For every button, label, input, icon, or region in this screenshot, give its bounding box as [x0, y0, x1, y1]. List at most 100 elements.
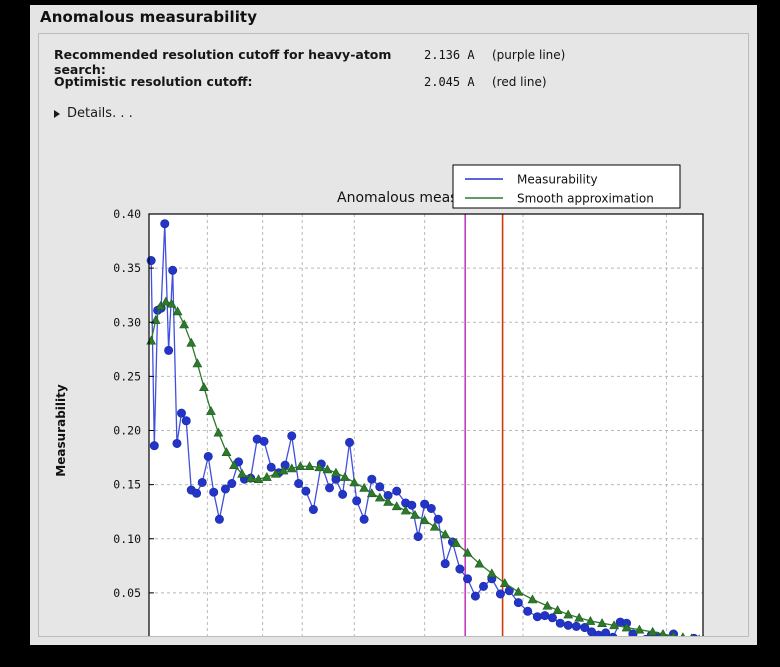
data-point [429, 521, 440, 531]
data-point [301, 486, 311, 496]
y-tick-label: 0.25 [113, 369, 141, 383]
data-point [150, 315, 161, 324]
data-point [571, 621, 581, 631]
data-point [659, 628, 667, 636]
data-point [322, 464, 333, 474]
data-point [670, 631, 677, 636]
data-point [574, 612, 585, 622]
data-point [540, 611, 550, 621]
data-point [176, 408, 186, 418]
plot-background [149, 214, 703, 636]
data-point [270, 468, 281, 478]
data-point [304, 461, 315, 471]
y-tick-label: 0.15 [113, 478, 141, 492]
data-point [359, 514, 369, 524]
details-label: Details. . . [67, 106, 133, 121]
data-point [552, 605, 563, 615]
data-point [155, 300, 166, 310]
y-tick-label: 0.20 [113, 424, 141, 438]
data-point [179, 319, 190, 329]
data-point [338, 489, 348, 499]
data-point [499, 578, 510, 587]
recommended-cutoff-label: Recommended resolution cutoff for heavy-… [54, 47, 392, 77]
details-disclosure[interactable]: Details. . . [54, 106, 146, 121]
data-point [237, 468, 247, 478]
data-point [400, 505, 411, 515]
data-point [407, 500, 417, 510]
data-point [166, 298, 177, 308]
data-point [286, 463, 297, 473]
data-point [608, 632, 618, 636]
data-point [383, 496, 393, 506]
y-tick-label: 0.05 [113, 586, 141, 600]
data-point [451, 538, 462, 547]
data-point [259, 436, 269, 446]
data-point [367, 474, 377, 484]
data-point [470, 591, 480, 601]
summary-info: Recommended resolution cutoff for heavy-… [39, 34, 748, 101]
data-point [220, 484, 230, 494]
data-point [308, 505, 318, 515]
data-point [164, 345, 174, 355]
data-point [440, 559, 450, 569]
triangle-right-icon [54, 109, 60, 118]
data-point [168, 265, 178, 275]
data-point [199, 382, 209, 392]
data-point [181, 416, 191, 426]
data-point [349, 477, 360, 487]
data-point [555, 618, 565, 628]
data-point [359, 482, 370, 492]
data-point [513, 598, 523, 608]
data-point [563, 620, 573, 630]
data-point [478, 581, 488, 591]
data-point [261, 472, 272, 481]
data-point [462, 547, 473, 557]
info-row: Recommended resolution cutoff for heavy-… [54, 47, 748, 77]
data-point [214, 514, 224, 524]
legend-label: Measurability [517, 173, 598, 187]
data-point [597, 618, 607, 628]
recommended-cutoff-value: 2.136 A [424, 48, 475, 62]
data-point [325, 483, 335, 493]
data-point [647, 626, 658, 636]
y-tick-label: 0.35 [113, 261, 141, 275]
data-point [690, 633, 694, 636]
data-point [419, 515, 430, 525]
data-point [628, 629, 638, 636]
optimistic-cutoff-label: Optimistic resolution cutoff: [54, 74, 253, 89]
y-tick-label: 0.30 [113, 315, 141, 329]
data-point [392, 486, 402, 496]
data-point [172, 306, 183, 316]
data-point [455, 564, 465, 574]
data-point [197, 477, 207, 487]
data-point [278, 465, 289, 475]
data-point [172, 438, 182, 448]
legend-box [452, 164, 681, 209]
data-point [680, 632, 685, 636]
data-point [486, 568, 497, 578]
data-point [527, 594, 538, 604]
data-point [374, 492, 385, 502]
data-point [513, 586, 524, 596]
data-point [420, 499, 430, 509]
optimistic-cutoff-value: 2.045 A [424, 75, 475, 89]
data-point [294, 479, 304, 489]
data-point [580, 623, 590, 633]
data-point [352, 496, 362, 506]
data-point [149, 441, 159, 451]
data-point [366, 488, 377, 498]
data-point [433, 514, 443, 524]
data-point [523, 606, 533, 616]
data-point [609, 620, 620, 630]
y-tick-label: 0.40 [113, 207, 141, 221]
data-point [331, 467, 341, 477]
data-point [426, 503, 436, 513]
legend-label: Smooth approximation [517, 192, 654, 206]
data-point [621, 622, 632, 632]
data-point [221, 447, 232, 456]
recommended-cutoff-note: (purple line) [492, 48, 566, 62]
anomalous-measurability-window: Anomalous measurability Recommended reso… [30, 5, 757, 645]
data-point [463, 574, 473, 584]
data-point [209, 487, 219, 497]
y-tick-label: 0.10 [113, 532, 141, 546]
